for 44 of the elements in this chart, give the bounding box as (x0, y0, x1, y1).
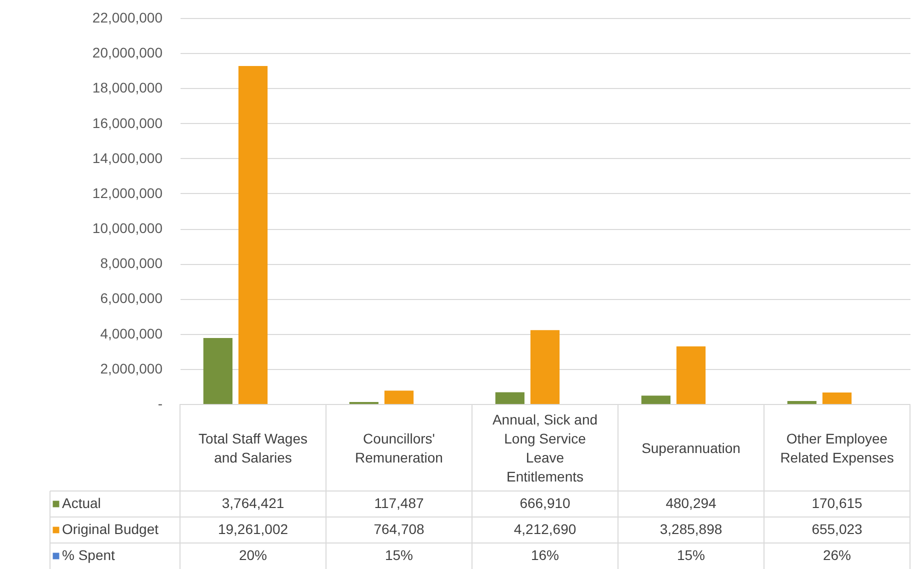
x-tick-label: Superannuation (642, 440, 740, 456)
bar (530, 330, 560, 404)
data-label: 666,910 (520, 495, 571, 511)
y-tick-label: 18,000,000 (92, 80, 163, 96)
x-tick-label: Other Employee Related Expenses (780, 430, 894, 466)
y-tick-label: 2,000,000 (100, 360, 163, 376)
y-tick-label: 4,000,000 (100, 325, 163, 342)
y-tick-label: - (158, 396, 163, 412)
legend-label: Original Budget (62, 521, 159, 537)
legend-label: Actual (62, 495, 101, 511)
y-tick-label: 14,000,000 (92, 150, 163, 166)
y-tick-label: 12,000,000 (92, 184, 163, 201)
data-label: 3,285,898 (660, 521, 722, 537)
y-tick-label: 8,000,000 (100, 255, 163, 272)
data-label: 764,708 (374, 521, 425, 537)
data-label: 117,487 (374, 495, 424, 511)
data-label: 19,261,002 (218, 521, 288, 537)
data-label: 480,294 (666, 495, 717, 511)
data-label: 15% (384, 547, 414, 563)
bar (238, 66, 268, 404)
data-label: 15% (676, 547, 706, 563)
bar (384, 390, 414, 404)
data-label: 26% (822, 547, 852, 563)
y-tick-label: 16,000,000 (92, 114, 163, 131)
bar (676, 346, 706, 404)
bar (495, 392, 524, 404)
x-tick-label: Total Staff Wages and Salaries (198, 430, 308, 466)
data-label: 20% (238, 547, 268, 563)
y-tick-label: 10,000,000 (92, 220, 163, 236)
data-label: 4,212,690 (514, 521, 576, 537)
data-label: 3,764,421 (222, 495, 284, 511)
bar (822, 392, 852, 404)
bar (203, 338, 232, 404)
y-tick-label: 22,000,000 (92, 10, 163, 26)
data-label: 655,023 (812, 521, 863, 537)
y-tick-label: 20,000,000 (92, 44, 163, 61)
data-label: 16% (530, 547, 560, 563)
y-tick-label: 6,000,000 (100, 290, 163, 306)
x-tick-label: Councillors' Remuneration (355, 430, 443, 466)
bar (787, 401, 816, 404)
x-tick-label: Annual, Sick and Long Service Leave Entitlements (492, 412, 598, 484)
data-label: 170,615 (812, 495, 863, 511)
legend-label: % Spent (62, 547, 116, 563)
bar (641, 396, 670, 404)
